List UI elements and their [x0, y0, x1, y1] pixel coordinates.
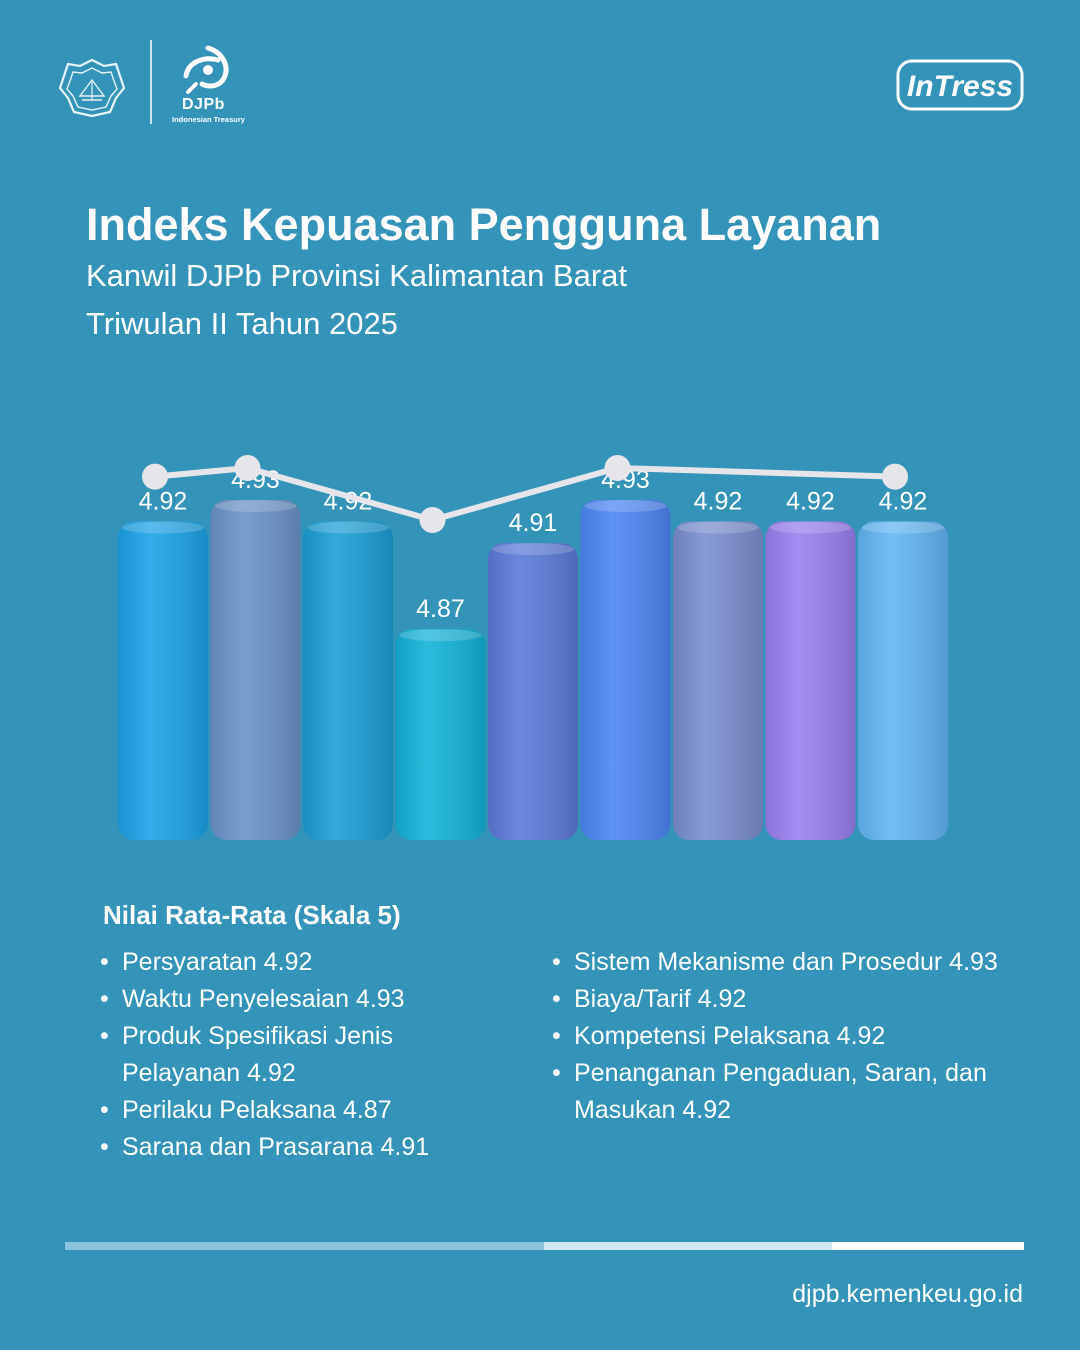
intress-logo: InTress: [896, 59, 1024, 111]
bar-top-highlight: [677, 521, 759, 534]
score-item: Produk Spesifikasi Jenis Pelayanan 4.92: [100, 1018, 500, 1092]
progress-segment: [832, 1242, 1024, 1250]
trend-point: [234, 455, 261, 481]
bar-value-label: 4.91: [509, 509, 558, 537]
bar-value-label: 4.92: [139, 488, 188, 516]
header-logos: DJPb Indonesian Treasury: [58, 40, 258, 130]
score-item: Persyaratan 4.92: [100, 944, 500, 981]
kemenkeu-emblem-icon: [58, 58, 126, 118]
djpb-wordmark: DJPb: [182, 96, 225, 113]
bar-shading: [118, 521, 208, 840]
bars-layer: 4.924.934.924.874.914.934.92 4.92 4.92: [118, 466, 948, 840]
score-item: Sistem Mekanisme dan Prosedur 4.93: [552, 944, 1002, 981]
bar-top-highlight: [862, 521, 944, 534]
bar-top-highlight: [399, 629, 482, 642]
djpb-tagline: Indonesian Treasury: [172, 115, 245, 124]
intress-logo-text: InTress: [907, 70, 1013, 103]
progress-segment: [544, 1242, 832, 1250]
progress-segment: [65, 1242, 544, 1250]
bar-shading: [488, 543, 578, 840]
djpb-logo-icon: [183, 45, 229, 94]
page-subtitle-office: Kanwil DJPb Provinsi Kalimantan Barat: [86, 258, 628, 293]
score-item: Waktu Penyelesaian 4.93: [100, 981, 500, 1018]
trend-line-layer: [142, 455, 908, 533]
page-title: Indeks Kepuasan Pengguna Layanan: [86, 199, 882, 250]
score-item: Perilaku Pelaksana 4.87: [100, 1092, 500, 1129]
bar-shading: [210, 500, 301, 840]
bar-shading: [673, 521, 763, 840]
footer-website-link[interactable]: djpb.kemenkeu.go.id: [792, 1280, 1023, 1308]
bar-top-highlight: [214, 500, 297, 512]
bar-top-highlight: [122, 521, 204, 534]
bar-shading: [303, 521, 393, 840]
bar-top-highlight: [584, 500, 667, 512]
score-item: Penanganan Pengaduan, Saran, dan Masukan…: [552, 1055, 1002, 1129]
bar-value-label: 4.92: [879, 488, 928, 516]
trend-point: [419, 507, 446, 533]
page-progress-bar: [65, 1242, 1024, 1250]
bar-shading: [765, 521, 856, 840]
bar-shading: [580, 500, 671, 840]
score-item: Kompetensi Pelaksana 4.92: [552, 1018, 1002, 1055]
trend-point: [142, 463, 168, 490]
bar-shading: [858, 521, 948, 840]
score-list-left: Persyaratan 4.92 Waktu Penyelesaian 4.93…: [100, 944, 500, 1166]
trend-point: [882, 463, 908, 490]
trend-point: [604, 455, 631, 481]
logo-divider: [150, 40, 152, 124]
bar-value-label: 4.87: [416, 595, 465, 623]
page-subtitle-period: Triwulan II Tahun 2025: [86, 306, 398, 341]
bar-value-label: 4.92: [786, 488, 835, 516]
score-item: Biaya/Tarif 4.92: [552, 981, 1002, 1018]
bar-top-highlight: [769, 521, 852, 534]
score-item: Sarana dan Prasarana 4.91: [100, 1129, 500, 1166]
bar-top-highlight: [492, 543, 574, 556]
legend-title: Nilai Rata-Rata (Skala 5): [103, 900, 401, 930]
score-list-right: Sistem Mekanisme dan Prosedur 4.93 Biaya…: [552, 944, 1002, 1129]
bar-value-label: 4.92: [694, 488, 743, 516]
bar-shading: [395, 629, 486, 840]
satisfaction-bar-chart: 4.924.934.924.874.914.934.92 4.92 4.92: [118, 455, 948, 840]
bar-top-highlight: [307, 521, 389, 534]
